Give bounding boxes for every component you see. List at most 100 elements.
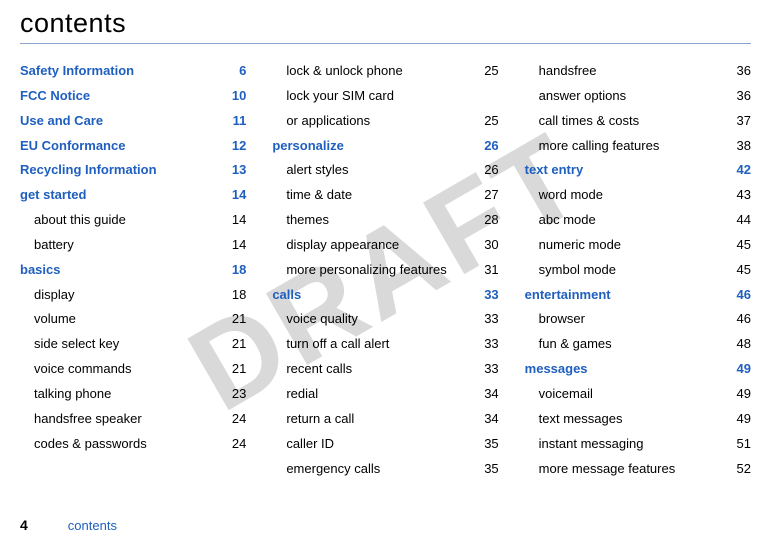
toc-sub-row[interactable]: voice commands21 [20, 360, 246, 379]
footer-page-number: 4 [20, 517, 28, 533]
toc-sub-row[interactable]: emergency calls35 [272, 460, 498, 479]
toc-section-row[interactable]: messages49 [525, 360, 751, 379]
toc-sub-row[interactable]: handsfree36 [525, 62, 751, 81]
toc-label: text messages [539, 410, 623, 429]
toc-sub-row[interactable]: codes & passwords24 [20, 435, 246, 454]
toc-sub-row[interactable]: symbol mode45 [525, 261, 751, 280]
toc-section-row[interactable]: Use and Care11 [20, 112, 246, 131]
toc-label: answer options [539, 87, 626, 106]
toc-section-row[interactable]: calls 33 [272, 286, 498, 305]
toc-section-row[interactable]: basics18 [20, 261, 246, 280]
toc-page: 46 [729, 286, 751, 305]
toc-section-row[interactable]: personalize 26 [272, 137, 498, 156]
toc-label: more message features [539, 460, 676, 479]
toc-sub-row[interactable]: voicemail49 [525, 385, 751, 404]
toc-sub-row[interactable]: recent calls33 [272, 360, 498, 379]
toc-page: 33 [477, 286, 499, 305]
toc-sub-row[interactable]: side select key21 [20, 335, 246, 354]
toc-label: side select key [34, 335, 119, 354]
toc-page: 24 [224, 435, 246, 454]
toc-page: 26 [477, 137, 499, 156]
toc-sub-row[interactable]: volume21 [20, 310, 246, 329]
toc-page: 46 [729, 310, 751, 329]
toc-page: 34 [477, 410, 499, 429]
toc-section-row[interactable]: EU Conformance12 [20, 137, 246, 156]
toc-page: 6 [224, 62, 246, 81]
toc-section-row[interactable]: FCC Notice10 [20, 87, 246, 106]
toc-page: 38 [729, 137, 751, 156]
toc-label: get started [20, 186, 86, 205]
toc-page: 21 [224, 310, 246, 329]
toc-sub-row[interactable]: lock & unlock phone25 [272, 62, 498, 81]
toc-sub-row[interactable]: return a call 34 [272, 410, 498, 429]
toc-sub-row[interactable]: caller ID 35 [272, 435, 498, 454]
toc-label: recent calls [286, 360, 352, 379]
toc-sub-row[interactable]: answer options36 [525, 87, 751, 106]
toc-page: 14 [224, 236, 246, 255]
toc-sub-row[interactable]: lock your SIM card [272, 87, 498, 106]
toc-page: 33 [477, 335, 499, 354]
toc-label: alert styles [286, 161, 348, 180]
toc-label: handsfree speaker [34, 410, 142, 429]
toc-label: text entry [525, 161, 584, 180]
toc-section-row[interactable]: entertainment46 [525, 286, 751, 305]
toc-sub-row[interactable]: battery 14 [20, 236, 246, 255]
toc-section-row[interactable]: Recycling Information13 [20, 161, 246, 180]
toc-section-row[interactable]: get started14 [20, 186, 246, 205]
toc-label: turn off a call alert [286, 335, 389, 354]
toc-label: caller ID [286, 435, 334, 454]
toc-column: handsfree36 answer options36 call times & … [525, 62, 751, 484]
toc-page: 10 [224, 87, 246, 106]
toc-sub-row[interactable]: text messages49 [525, 410, 751, 429]
toc-section-row[interactable]: text entry42 [525, 161, 751, 180]
toc-sub-row[interactable]: time & date27 [272, 186, 498, 205]
toc-sub-row[interactable]: about this guide14 [20, 211, 246, 230]
toc-label: lock your SIM card [286, 87, 394, 106]
toc-sub-row[interactable]: fun & games48 [525, 335, 751, 354]
toc-sub-row[interactable]: themes28 [272, 211, 498, 230]
toc-page: 30 [477, 236, 499, 255]
toc-label: time & date [286, 186, 352, 205]
toc-columns: Safety Information 6 FCC Notice10 Use and C… [20, 62, 751, 484]
toc-label: battery [34, 236, 74, 255]
toc-label: about this guide [34, 211, 126, 230]
toc-page: 35 [477, 435, 499, 454]
toc-sub-row[interactable]: display18 [20, 286, 246, 305]
toc-label: calls [272, 286, 301, 305]
toc-page: 24 [224, 410, 246, 429]
toc-label: return a call [286, 410, 354, 429]
toc-label: browser [539, 310, 585, 329]
toc-label: lock & unlock phone [286, 62, 402, 81]
toc-sub-row[interactable]: or applications25 [272, 112, 498, 131]
toc-sub-row[interactable]: browser 46 [525, 310, 751, 329]
toc-sub-row[interactable]: more message features52 [525, 460, 751, 479]
toc-page: 34 [477, 385, 499, 404]
toc-sub-row[interactable]: turn off a call alert 33 [272, 335, 498, 354]
toc-sub-row[interactable]: talking phone23 [20, 385, 246, 404]
toc-column: Safety Information 6 FCC Notice10 Use and C… [20, 62, 246, 484]
toc-column: lock & unlock phone25lock your SIM cardo… [272, 62, 498, 484]
toc-page: 44 [729, 211, 751, 230]
toc-page: 25 [477, 112, 499, 131]
toc-sub-row[interactable]: abc mode 44 [525, 211, 751, 230]
toc-sub-row[interactable]: redial 34 [272, 385, 498, 404]
toc-sub-row[interactable]: display appearance30 [272, 236, 498, 255]
toc-section-row[interactable]: Safety Information 6 [20, 62, 246, 81]
toc-page: 48 [729, 335, 751, 354]
toc-label: Recycling Information [20, 161, 157, 180]
toc-sub-row[interactable]: handsfree speaker 24 [20, 410, 246, 429]
toc-sub-row[interactable]: instant messaging51 [525, 435, 751, 454]
toc-sub-row[interactable]: alert styles26 [272, 161, 498, 180]
toc-sub-row[interactable]: voice quality33 [272, 310, 498, 329]
toc-label: redial [286, 385, 318, 404]
toc-page: 12 [224, 137, 246, 156]
toc-sub-row[interactable]: numeric mode45 [525, 236, 751, 255]
toc-label: abc mode [539, 211, 596, 230]
toc-sub-row[interactable]: more personalizing features31 [272, 261, 498, 280]
toc-sub-row[interactable]: more calling features38 [525, 137, 751, 156]
toc-label: Safety Information [20, 62, 134, 81]
toc-label: display [34, 286, 74, 305]
toc-sub-row[interactable]: word mode43 [525, 186, 751, 205]
toc-label: personalize [272, 137, 344, 156]
toc-sub-row[interactable]: call times & costs37 [525, 112, 751, 131]
